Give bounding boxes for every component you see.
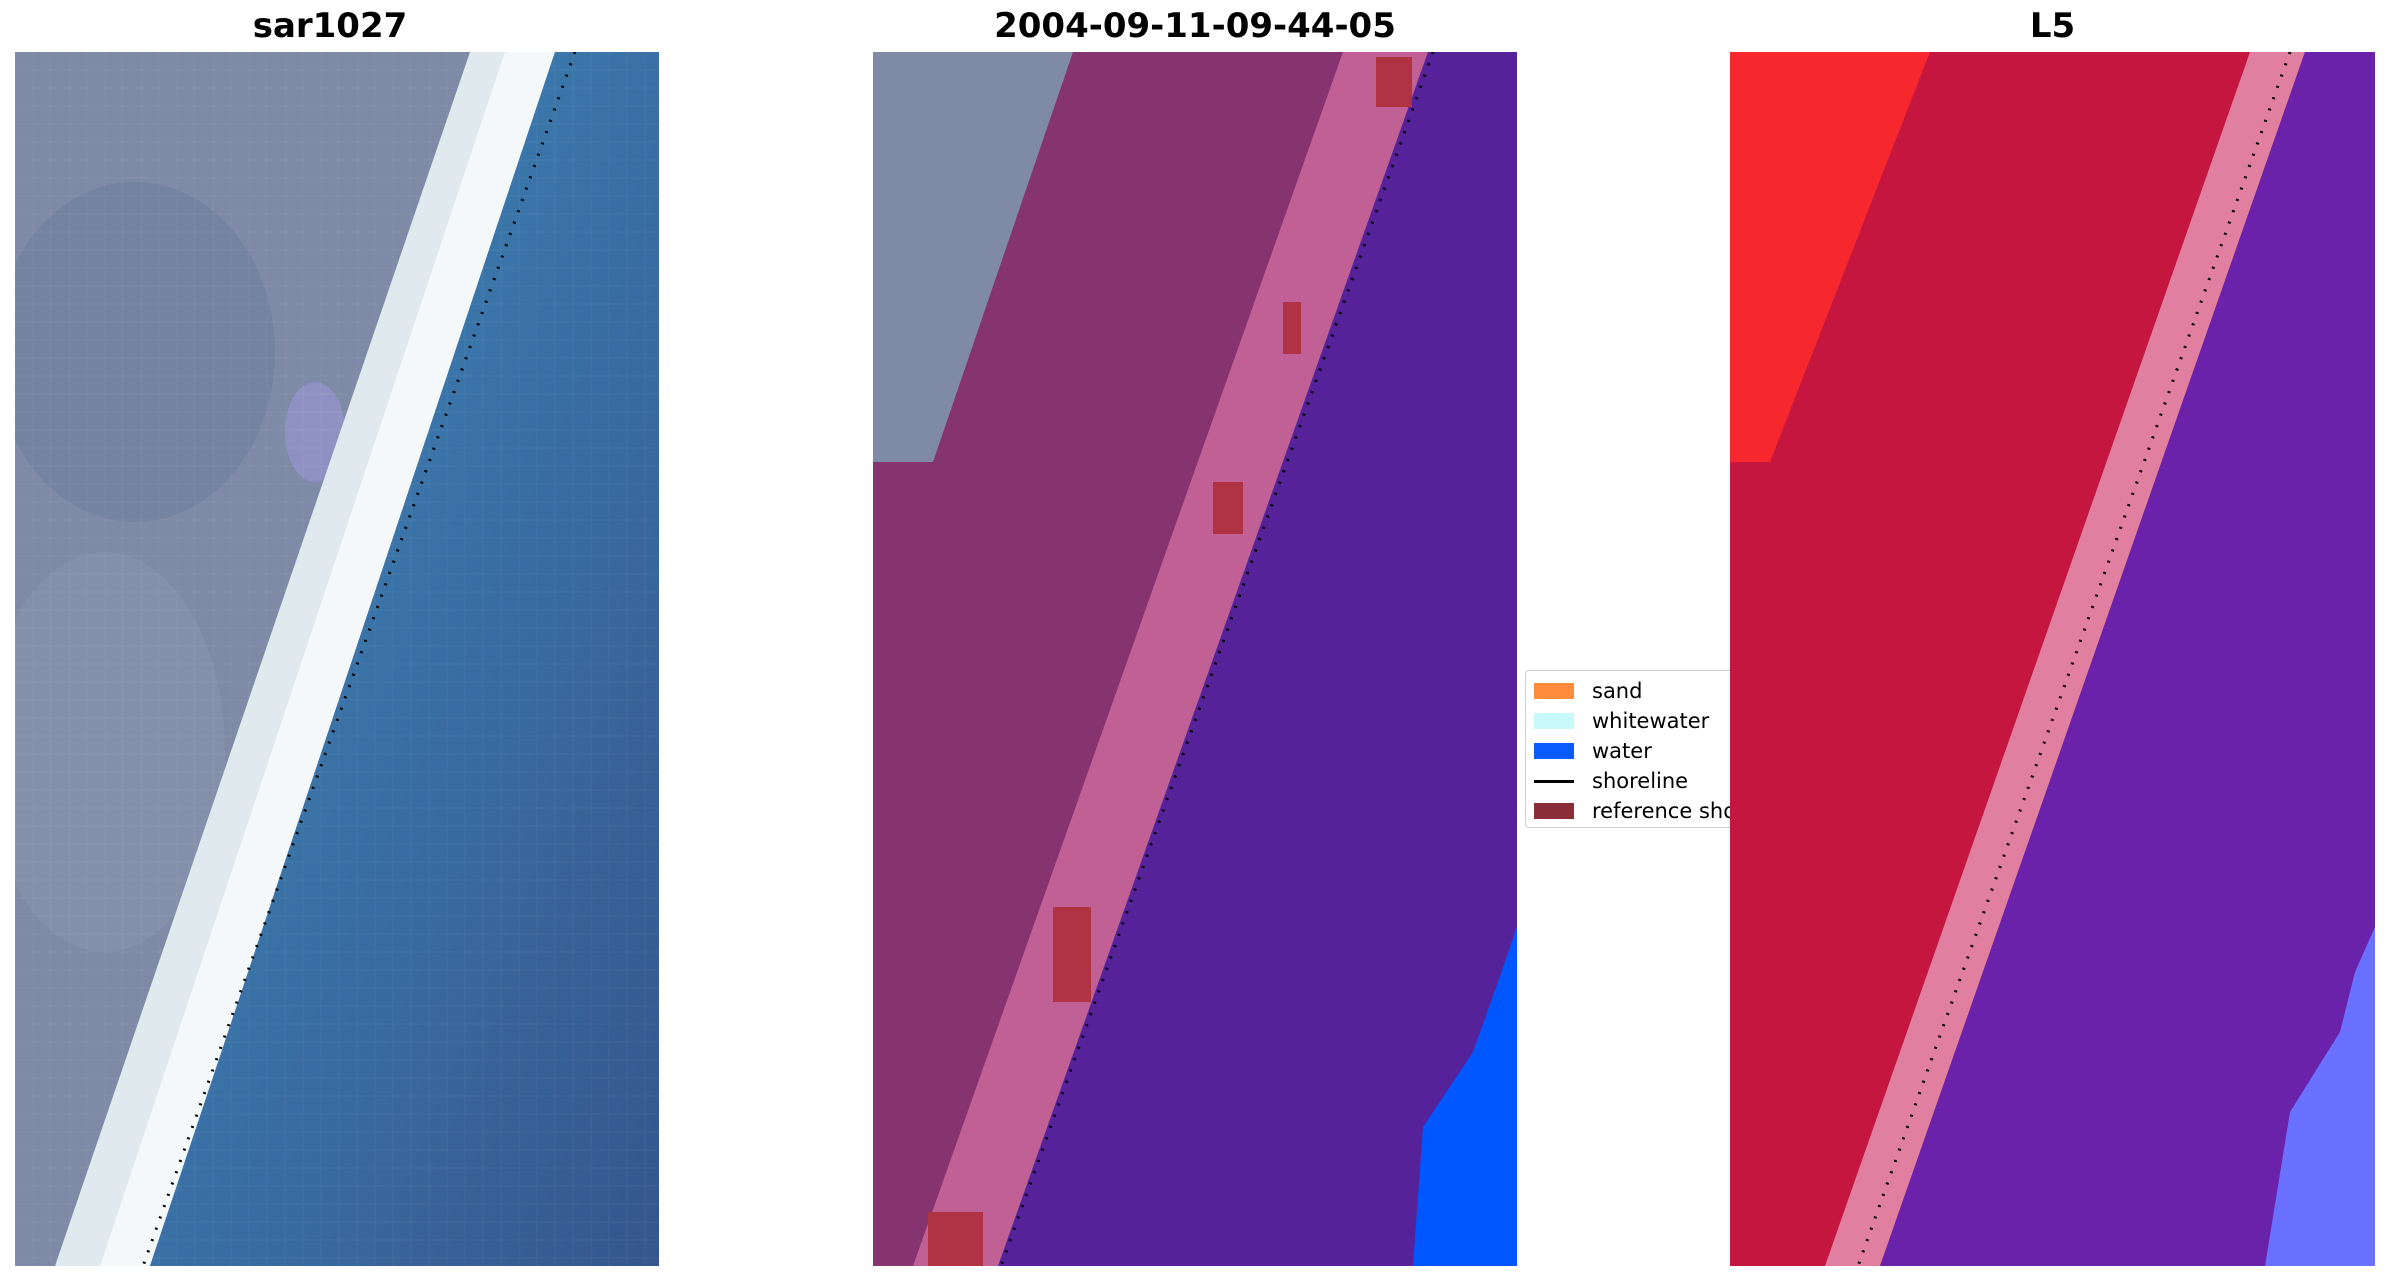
reference-shoreline-patch: [1283, 302, 1301, 354]
edge-strip: [1825, 52, 2305, 1266]
index-image: [1730, 52, 2375, 1266]
legend-label-shoreline: shoreline: [1592, 769, 1689, 793]
reference-shoreline-patch: [1376, 57, 1412, 107]
legend-item-whitewater: whitewater: [1534, 709, 1709, 733]
panel-title-index: L5: [2029, 6, 2076, 46]
legend-item-shoreline: shoreline: [1534, 769, 1688, 793]
legend-swatch-reference-shoreline: [1534, 803, 1574, 819]
legend-label-sand: sand: [1592, 679, 1643, 703]
rgb-image: [15, 52, 659, 1266]
classification-image: [873, 52, 1517, 1266]
bright-water-area: [1413, 927, 1517, 1266]
bright-water-index-area: [2265, 927, 2375, 1266]
legend-item-water: water: [1534, 739, 1652, 763]
legend-swatch-sand: [1534, 683, 1574, 699]
legend-label-water: water: [1592, 739, 1652, 763]
legend-item-sand: sand: [1534, 679, 1642, 703]
legend-swatch-water: [1534, 743, 1574, 759]
bright-land-area: [1730, 52, 1930, 462]
legend: sand whitewater water shoreline referenc…: [1525, 670, 1735, 828]
legend-swatch-whitewater: [1534, 713, 1574, 729]
panel-title-rgb: sar1027: [252, 6, 408, 46]
water-index-area: [1880, 52, 2375, 1266]
unclassified-land: [873, 52, 1073, 462]
index-image-panel: [1730, 52, 2375, 1266]
sand-edge: [913, 52, 1433, 1266]
legend-swatch-shoreline: [1534, 779, 1574, 783]
reference-shoreline-patch: [1053, 907, 1091, 1002]
reference-shoreline-patch: [928, 1212, 983, 1266]
reference-shoreline-patch: [1213, 482, 1243, 534]
classification-panel: [873, 52, 1517, 1266]
panel-title-classification: 2004-09-11-09-44-05: [994, 6, 1396, 46]
rgb-image-panel: [15, 52, 659, 1266]
legend-item-reference-shoreline: reference shoreline: [1534, 799, 1735, 823]
water-class-area: [998, 52, 1517, 1266]
legend-label-whitewater: whitewater: [1592, 709, 1710, 733]
legend-label-reference-shoreline: reference shoreline: [1592, 799, 1735, 823]
